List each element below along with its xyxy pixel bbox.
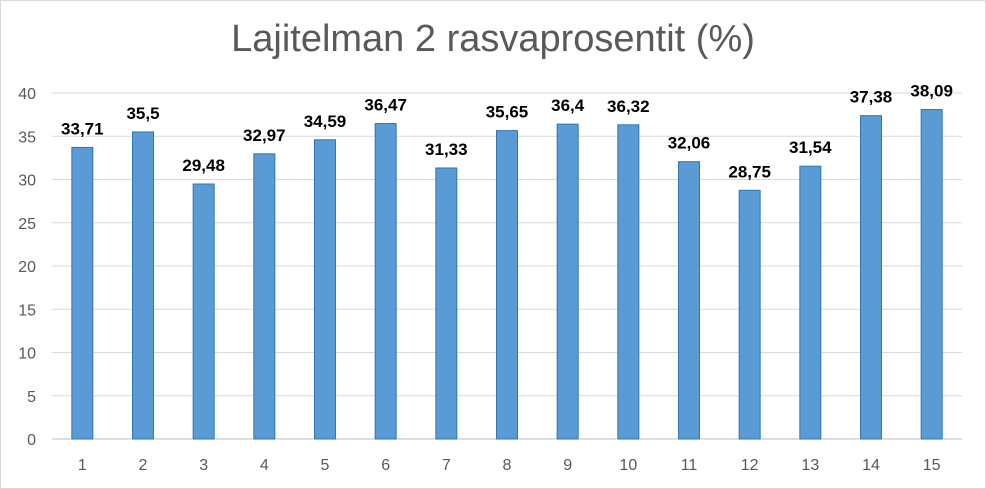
y-tick-label: 30 (18, 173, 36, 190)
bar-13 (799, 165, 822, 440)
x-tick-label: 12 (741, 457, 759, 474)
x-tick-label: 10 (619, 457, 637, 474)
bar-7 (435, 167, 458, 440)
bar-6 (374, 123, 397, 440)
data-label: 29,48 (182, 156, 225, 175)
bar-3 (192, 183, 215, 440)
data-label: 31,33 (425, 140, 468, 159)
y-tick-label: 35 (18, 129, 36, 146)
bar-2 (132, 131, 154, 440)
bar-15 (920, 109, 943, 440)
data-label: 34,59 (304, 112, 347, 131)
x-tick-label: 2 (139, 457, 148, 474)
data-label: 28,75 (728, 162, 771, 181)
x-tick-label: 8 (503, 457, 512, 474)
x-tick-label: 7 (442, 457, 451, 474)
x-tick-label: 1 (78, 457, 87, 474)
data-label: 35,65 (486, 103, 529, 122)
bar-8 (496, 130, 518, 440)
y-tick-label: 25 (18, 216, 36, 233)
bar-11 (678, 161, 700, 440)
x-tick-label: 5 (321, 457, 330, 474)
bar-9 (556, 123, 579, 440)
x-tick-label: 11 (681, 457, 698, 474)
x-tick-label: 14 (862, 457, 880, 474)
y-tick-label: 5 (27, 389, 36, 406)
x-axis-ticks: 1 2 3 4 5 6 7 8 9 10 11 12 13 14 15 (78, 457, 941, 474)
data-label: 32,97 (243, 126, 286, 145)
x-tick-label: 13 (801, 457, 819, 474)
y-tick-label: 15 (18, 302, 36, 319)
y-tick-label: 10 (18, 346, 36, 363)
bar-4 (253, 153, 276, 440)
x-tick-label: 4 (260, 457, 269, 474)
y-tick-label: 40 (18, 86, 36, 103)
data-label: 33,71 (61, 119, 104, 138)
y-tick-label: 20 (18, 259, 36, 276)
bar-14 (860, 115, 882, 440)
y-axis-ticks: 0 5 10 15 20 25 30 35 40 (18, 86, 36, 449)
bar-12 (738, 189, 761, 440)
bar-10 (617, 124, 640, 440)
data-label: 37,38 (850, 88, 893, 107)
data-label: 38,09 (910, 82, 953, 101)
data-label: 36,4 (551, 96, 585, 115)
x-tick-label: 6 (381, 457, 390, 474)
x-tick-label: 15 (923, 457, 941, 474)
x-tick-label: 9 (563, 457, 572, 474)
chart-title: Lajitelman 2 rasvaprosentit (%) (231, 18, 755, 60)
data-labels: 33,71 35,5 29,48 32,97 34,59 36,47 31,33 35,65 3… (61, 82, 953, 182)
data-label: 35,5 (126, 104, 159, 123)
data-label: 36,47 (364, 96, 407, 115)
data-label: 36,32 (607, 97, 650, 116)
bar-5 (314, 139, 336, 440)
bars (71, 109, 943, 440)
x-tick-label: 3 (199, 457, 208, 474)
data-label: 32,06 (668, 134, 711, 153)
data-label: 31,54 (789, 138, 832, 157)
bar-1 (71, 146, 94, 440)
y-tick-label: 0 (27, 432, 36, 449)
